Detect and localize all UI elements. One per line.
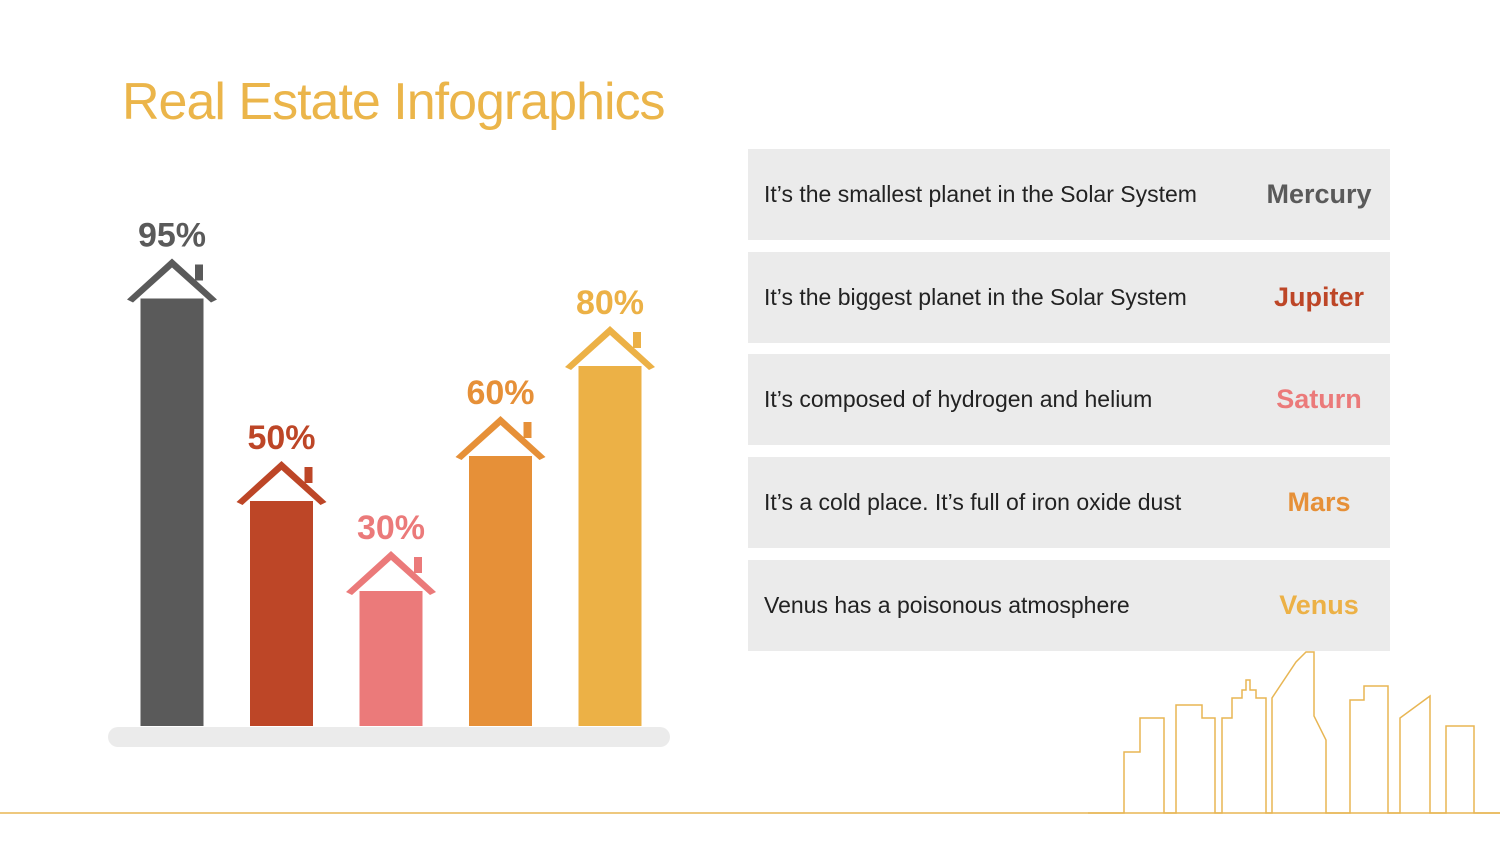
title: Real Estate Infographics xyxy=(122,73,666,131)
description: It’s a cold place. It’s full of iron oxi… xyxy=(764,489,1182,516)
bar xyxy=(140,298,204,726)
description: It’s the smallest planet in the Solar Sy… xyxy=(764,181,1197,207)
table-row: It’s the smallest planet in the Solar Sy… xyxy=(748,149,1390,240)
value-label: 30% xyxy=(357,509,425,547)
roof xyxy=(346,551,436,595)
bar xyxy=(359,591,423,726)
roof xyxy=(455,416,546,460)
planet-name: Saturn xyxy=(1276,384,1362,415)
chimney xyxy=(414,557,422,573)
description: Venus has a poisonous atmosphere xyxy=(764,591,1130,618)
bar xyxy=(469,456,532,726)
table-row: It’s a cold place. It’s full of iron oxi… xyxy=(748,457,1390,549)
roof xyxy=(565,326,655,370)
bar xyxy=(578,366,642,726)
chimney xyxy=(195,264,203,281)
value-label: 60% xyxy=(466,374,534,412)
table-row: It’s composed of hydrogen and helium Satu… xyxy=(748,354,1390,446)
value-label: 95% xyxy=(138,217,206,255)
planet-name: Jupiter xyxy=(1273,281,1365,312)
chimney xyxy=(633,332,641,348)
planet-name: Venus xyxy=(1279,589,1359,620)
description: It’s the biggest planet in the Solar Sys… xyxy=(764,283,1187,310)
table-row: It’s the biggest planet in the Solar Sys… xyxy=(748,251,1390,343)
roof xyxy=(236,461,327,505)
description: It’s composed of hydrogen and helium xyxy=(764,386,1153,413)
ground xyxy=(108,727,670,747)
roof xyxy=(127,258,217,303)
chimney xyxy=(523,422,532,438)
bar xyxy=(250,501,313,726)
value-label: 50% xyxy=(247,419,315,457)
planet-name: Mars xyxy=(1287,487,1351,518)
table-row: Venus has a poisonous atmosphere Venus xyxy=(748,559,1390,651)
skyline xyxy=(1088,651,1500,814)
planet-name: Mercury xyxy=(1266,179,1372,209)
chimney xyxy=(304,467,313,483)
value-label: 80% xyxy=(576,284,644,322)
